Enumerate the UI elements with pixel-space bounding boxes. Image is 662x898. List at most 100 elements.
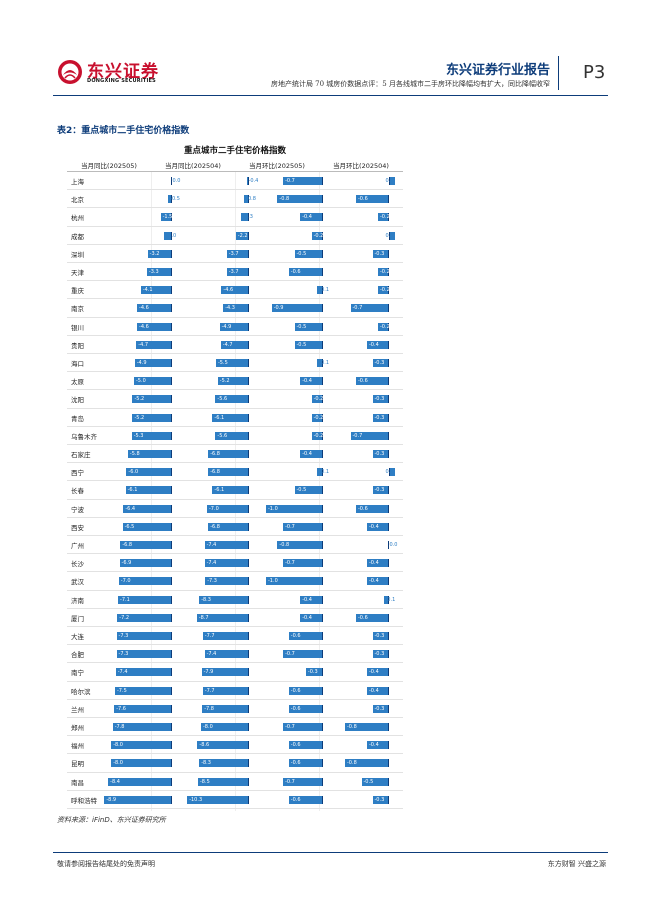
value-bar: -0.2	[378, 213, 390, 222]
value-label: -1.0	[166, 232, 177, 239]
value-bar: -6.0	[126, 468, 172, 477]
value-bar: -5.8	[127, 450, 172, 458]
value-label: -7.4	[206, 651, 217, 658]
value-bar: -5.2	[132, 395, 172, 404]
value-bar: -6.1	[212, 413, 249, 422]
value-bar: -0.1	[383, 595, 395, 604]
price-index-figure: 重点城市二手住宅价格指数 当月同比(202505) 当月同比(202504) 当…	[67, 140, 403, 811]
value-label: -0.1	[319, 287, 330, 294]
value-label: -0.4	[369, 687, 379, 694]
city-label: 济南	[71, 596, 84, 605]
value-label: -0.4	[302, 214, 312, 221]
value-label: -5.2	[134, 414, 145, 421]
city-label: 乌鲁木齐	[71, 432, 97, 441]
value-bar: -7.4	[204, 650, 249, 659]
value-label: -4.7	[222, 341, 233, 348]
value-bar: -4.6	[137, 322, 172, 331]
value-bar: 0.1	[386, 468, 395, 477]
value-label: 0.0	[389, 542, 398, 548]
value-bar: -0.8	[277, 195, 323, 204]
value-label: -6.5	[124, 523, 135, 530]
value-label: -7.8	[204, 705, 214, 712]
value-bar: -0.8	[345, 723, 389, 731]
value-label: -0.5	[296, 250, 307, 257]
value-label: -0.3	[374, 796, 385, 803]
value-bar: -6.8	[208, 468, 249, 477]
value-bar: -0.4	[367, 577, 389, 586]
value-bar: -0.8	[345, 759, 389, 768]
column-header-yoy-202504: 当月同比(202504)	[165, 162, 221, 170]
city-label: 银川	[71, 323, 84, 332]
value-label: -7.5	[117, 687, 127, 694]
value-bar: -7.4	[204, 559, 249, 568]
value-label: -8.9	[106, 796, 117, 803]
value-bar: -7.3	[116, 632, 172, 640]
value-bar: -0.5	[294, 340, 323, 349]
value-label: -3.2	[149, 250, 160, 257]
value-bar: -0.2	[378, 268, 390, 276]
value-label: -4.1	[142, 287, 153, 294]
value-bar: -1.0	[266, 577, 323, 586]
value-bar: -0.2	[378, 322, 390, 331]
value-label: -0.7	[352, 305, 363, 312]
city-label: 武汉	[71, 578, 84, 587]
value-bar: -0.7	[350, 304, 389, 313]
city-label: 贵阳	[71, 341, 84, 350]
value-bar: -8.0	[201, 723, 249, 731]
value-bar: -6.8	[208, 522, 249, 531]
value-label: -6.1	[214, 487, 225, 494]
value-label: -0.4	[369, 560, 379, 567]
value-bar: -7.6	[114, 704, 172, 713]
value-label: 0.1	[385, 178, 394, 184]
table-row: 郑州 -7.8 -8.0 -0.7 -0.8	[67, 718, 403, 737]
value-bar: 0.0	[387, 541, 397, 549]
value-bar: -6.1	[212, 486, 249, 495]
value-label: -8.6	[199, 742, 210, 749]
value-bar: -7.0	[207, 504, 249, 513]
value-label: -7.3	[207, 578, 217, 585]
value-bar: -0.1	[317, 286, 329, 295]
table-row: 合肥 -7.3 -7.4 -0.7 -0.3	[67, 645, 403, 664]
value-label: -8.4	[110, 778, 120, 785]
value-label: -0.6	[290, 687, 301, 694]
table-row: 贵阳 -4.7 -4.7 -0.5 -0.4	[67, 336, 403, 354]
value-bar: -0.6	[288, 741, 323, 750]
value-label: -0.8	[279, 196, 290, 203]
table-row: 宁波 -6.4 -7.0 -1.0 -0.6	[67, 500, 403, 518]
value-label: -0.6	[290, 633, 301, 639]
value-bar: -0.3	[305, 668, 323, 677]
value-bar: -0.4	[367, 559, 389, 568]
value-bar: -4.9	[219, 322, 249, 331]
table-row: 福州 -8.0 -8.6 -0.6 -0.4	[67, 736, 403, 755]
table-row: 广州 -6.8 -7.4 -0.8 0.0	[67, 536, 403, 555]
footer-slogan: 东方财智 兴盛之源	[547, 860, 606, 868]
value-label: -0.1	[319, 360, 330, 366]
value-label: -6.4	[125, 505, 136, 512]
city-label: 长沙	[71, 560, 84, 569]
value-bar: -7.3	[205, 577, 249, 586]
table-row: 北京 -0.5 -0.8 -0.8 -0.6	[67, 190, 403, 209]
value-bar: -0.6	[356, 613, 389, 622]
value-bar: -3.2	[147, 249, 172, 258]
value-bar: -0.4	[300, 213, 323, 222]
value-bar: -0.3	[372, 650, 389, 659]
city-label: 深圳	[71, 250, 84, 259]
value-bar: -7.3	[116, 650, 172, 659]
value-label: -4.9	[136, 360, 147, 366]
value-bar: -0.4	[300, 450, 323, 458]
table-row: 太原 -5.0 -5.2 -0.4 -0.6	[67, 372, 403, 391]
value-label: -6.8	[210, 451, 220, 457]
value-label: -4.3	[225, 305, 235, 312]
city-label: 沈阳	[71, 396, 84, 405]
value-bar: -4.9	[134, 359, 172, 367]
value-label: -6.8	[210, 469, 220, 476]
value-label: -7.4	[206, 542, 217, 548]
value-label: -6.1	[214, 414, 225, 421]
value-label: -5.8	[129, 451, 140, 457]
city-label: 上海	[71, 178, 84, 186]
table-row: 哈尔滨 -7.5 -7.7 -0.6 -0.4	[67, 682, 403, 700]
value-bar: -7.2	[117, 613, 172, 622]
value-bar: -0.9	[271, 304, 323, 313]
value-label: -7.3	[118, 651, 129, 658]
header-rule	[53, 95, 608, 96]
